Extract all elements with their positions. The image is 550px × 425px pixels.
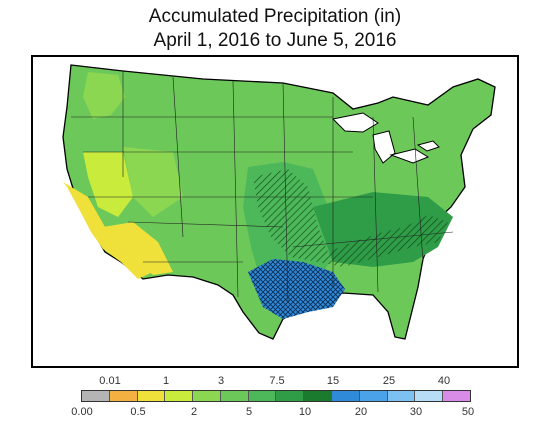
legend-swatch — [359, 391, 388, 401]
legend-bottom-label: 50 — [461, 406, 475, 418]
legend-top-label: 1 — [162, 375, 170, 387]
legend-swatch — [220, 391, 249, 401]
legend-bottom-label: 0.5 — [130, 406, 146, 418]
great-basin-region — [123, 147, 183, 217]
texas-crosshatch-region — [248, 259, 345, 319]
color-legend — [81, 390, 471, 402]
legend-swatch — [193, 391, 221, 401]
legend-swatch — [165, 391, 194, 401]
legend-top-label: 0.01 — [99, 375, 121, 387]
legend-bottom-label: 10 — [298, 406, 312, 418]
nevada-region — [83, 152, 133, 217]
legend-top-label: 40 — [437, 375, 451, 387]
legend-bottom-label: 20 — [354, 406, 368, 418]
precipitation-map — [31, 55, 519, 368]
legend-swatch — [443, 391, 470, 401]
legend-bottom-label: 0.00 — [71, 406, 93, 418]
legend-swatch — [82, 391, 110, 401]
legend-swatch — [276, 391, 305, 401]
us-precipitation-map-svg — [62, 64, 496, 340]
central-hatched-region — [253, 169, 448, 267]
legend-swatch — [387, 391, 416, 401]
legend-bottom-label: 30 — [409, 406, 423, 418]
legend-top-label: 7.5 — [269, 375, 285, 387]
legend-swatch — [332, 391, 360, 401]
legend-swatch — [248, 391, 277, 401]
state-borders — [71, 71, 454, 303]
legend-top-label: 3 — [217, 375, 225, 387]
northwest-dry-region — [83, 72, 125, 119]
legend-swatch — [415, 391, 444, 401]
legend-top-label: 25 — [382, 375, 396, 387]
legend-swatch — [137, 391, 166, 401]
map-title-line-2: April 1, 2016 to June 5, 2016 — [153, 30, 397, 51]
legend-swatch — [304, 391, 333, 401]
legend-swatch — [109, 391, 138, 401]
legend-bottom-label: 5 — [245, 406, 253, 418]
legend-top-label: 15 — [326, 375, 340, 387]
great-lakes — [331, 112, 440, 164]
map-title-line-1: Accumulated Precipitation (in) — [148, 6, 402, 27]
legend-bottom-label: 2 — [190, 406, 198, 418]
